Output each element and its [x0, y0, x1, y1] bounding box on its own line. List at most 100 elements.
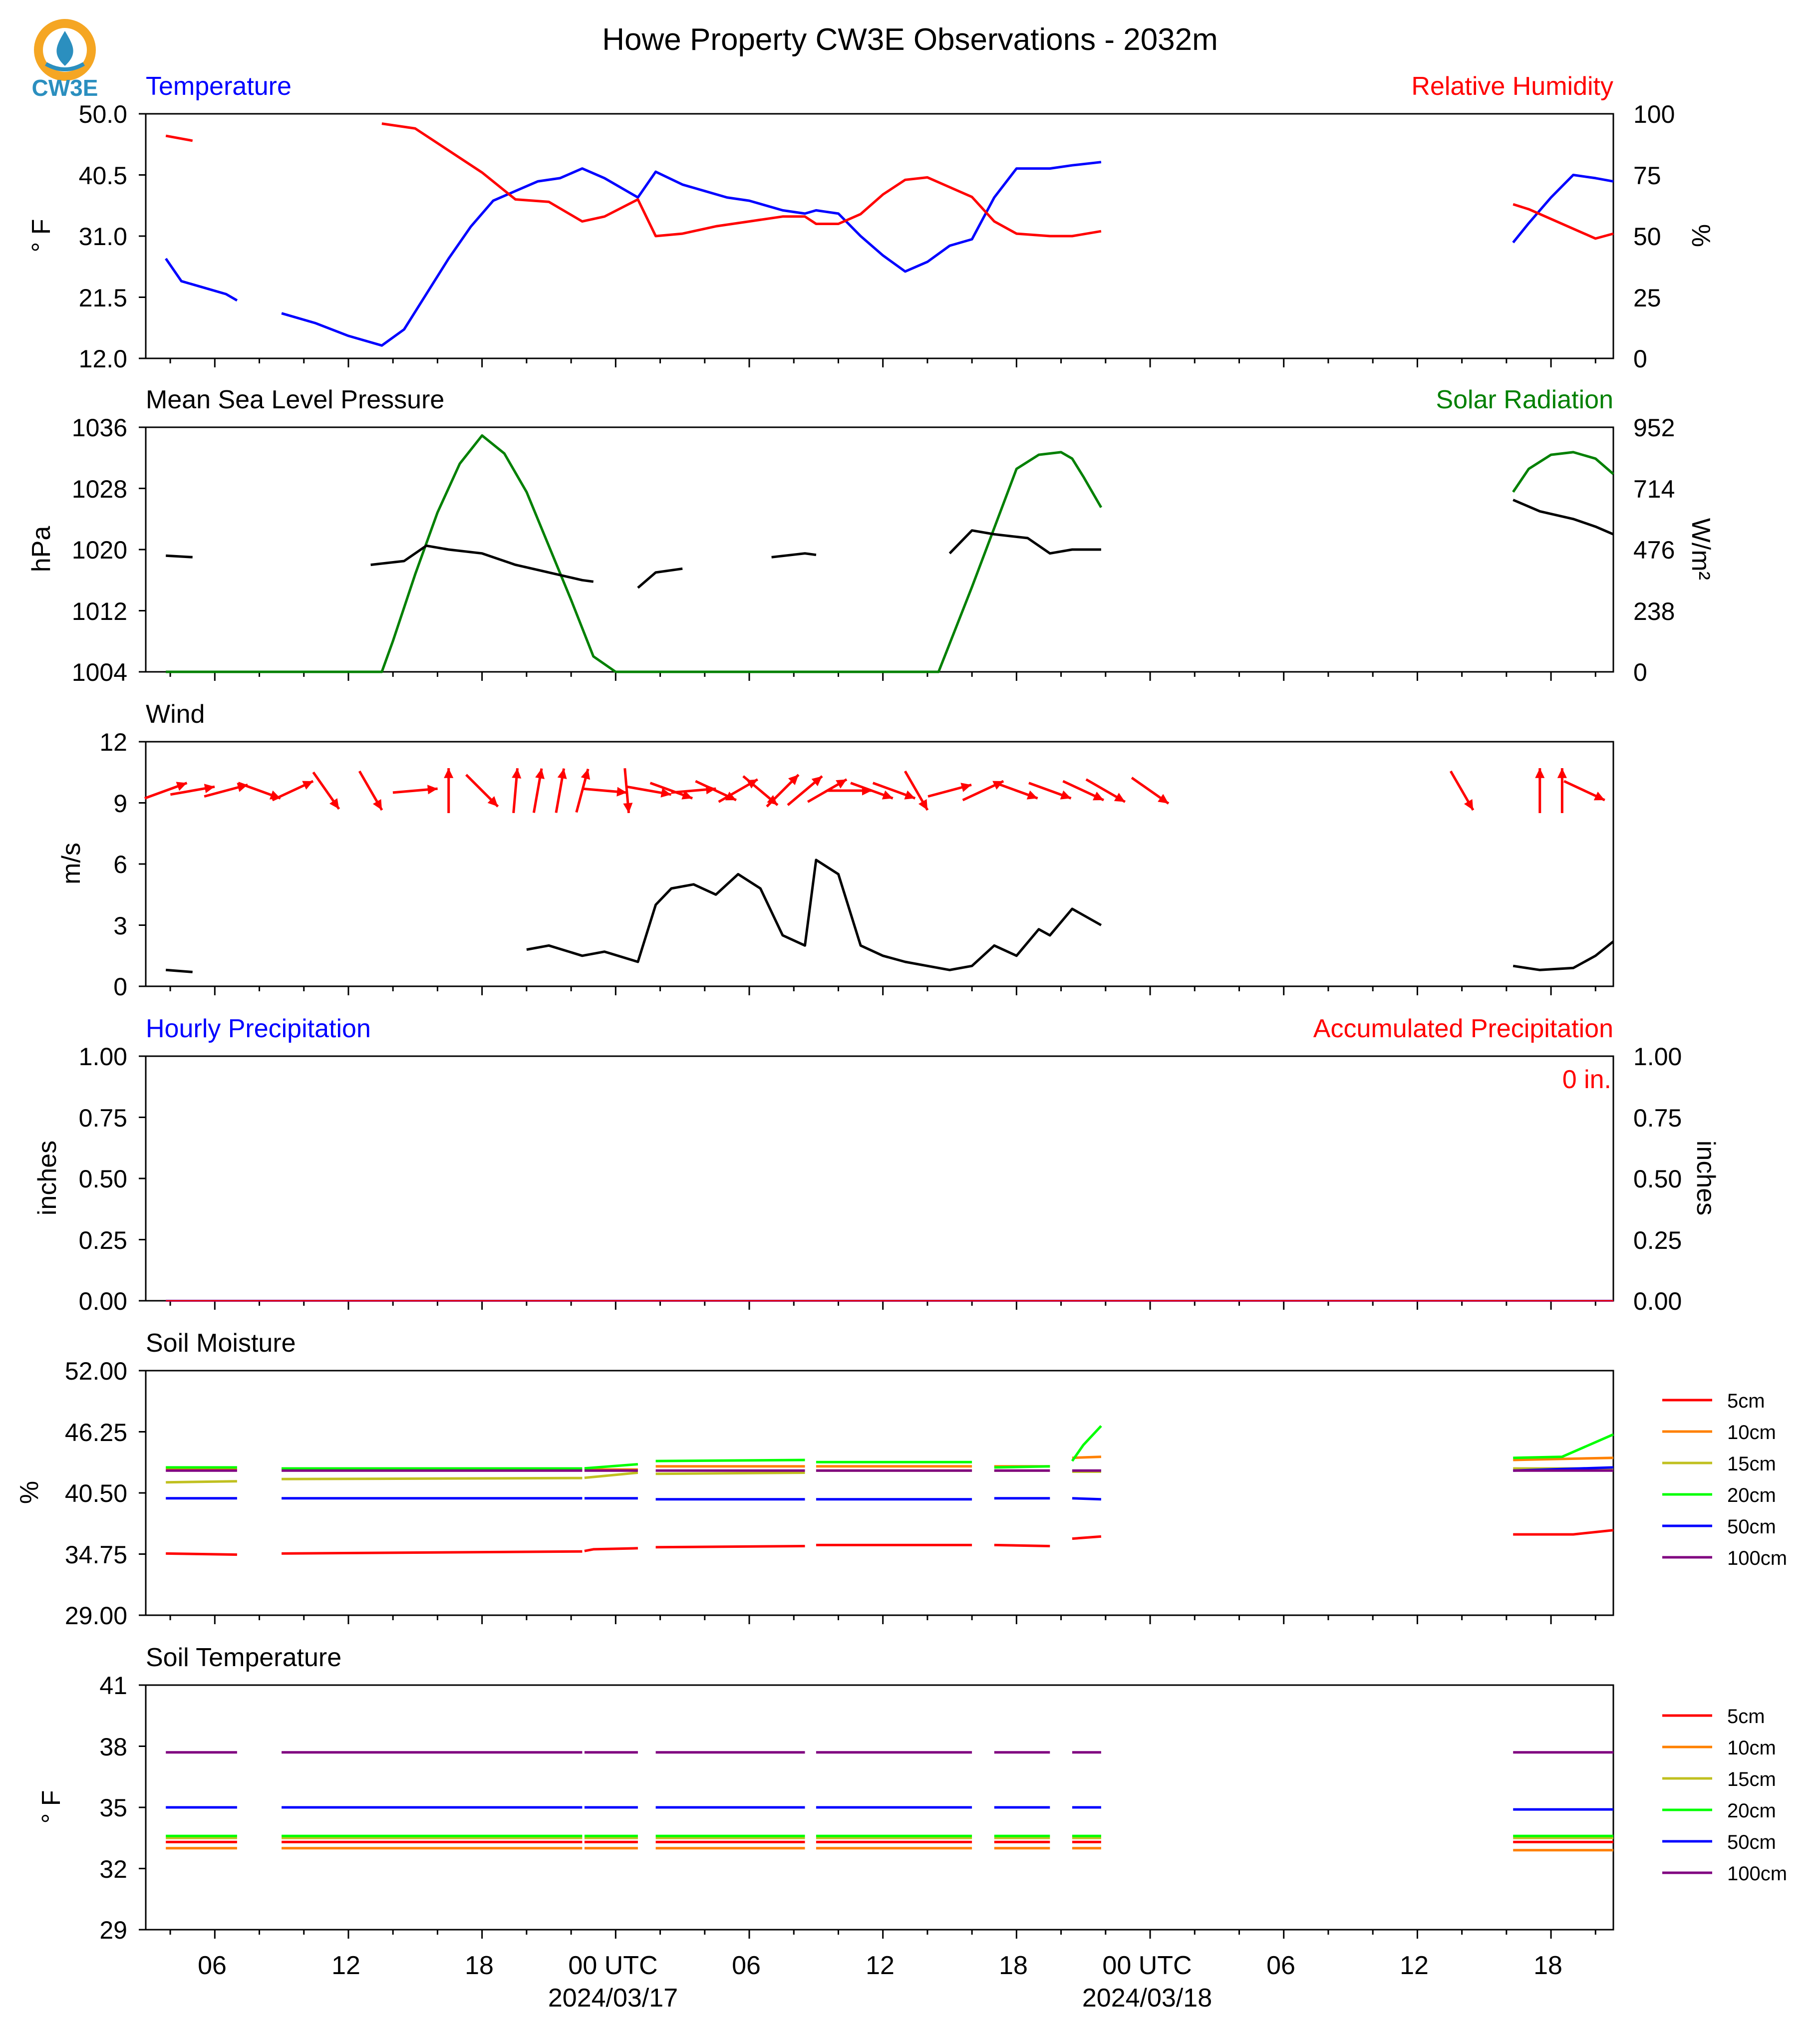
y2-tick-label: 714: [1633, 475, 1675, 503]
humidity-line: [165, 134, 193, 142]
y-tick-label: 1004: [72, 658, 127, 686]
humidity-line: [1513, 203, 1614, 240]
y-tick-label: 40.50: [65, 1479, 127, 1507]
soil-moisture-tick-labels: 52.00 46.25 40.50 34.75 29.00: [65, 1357, 127, 1630]
soil-temp-tick-labels: 41 38 35 32 29: [99, 1672, 127, 1944]
soil-5cm-line: [994, 1543, 1050, 1547]
wind-arrow-head: [487, 796, 498, 807]
wind-arrow-head: [904, 790, 915, 800]
humidity-line: [381, 122, 1102, 238]
soil-15cm-line: [584, 1471, 638, 1479]
x-tick-label: 00 UTC: [1102, 1951, 1192, 1980]
x-tick-label: 18: [1533, 1951, 1562, 1980]
wind-speed-line: [526, 859, 1102, 971]
y-tick-label: 3: [113, 912, 127, 940]
temperature-ylabel: ° F: [27, 219, 56, 252]
pressure-line: [166, 554, 193, 559]
plot-frame: [145, 426, 1614, 673]
wind-arrow-head: [1092, 791, 1104, 801]
legend-label: 15cm: [1727, 1768, 1776, 1790]
legend-label: 50cm: [1727, 1831, 1776, 1853]
soil-temp-legend: 5cm 10cm 15cm 20cm 50cm 100cm: [1662, 1706, 1787, 1885]
accum-precip-title: Accumulated Precipitation: [1313, 1014, 1613, 1043]
accum-precip-tick-labels: 1.00 0.75 0.50 0.25 0.00: [1633, 1043, 1682, 1315]
hourly-precip-tick-labels: 1.00 0.75 0.50 0.25 0.00: [79, 1043, 127, 1315]
pressure-line: [637, 567, 683, 589]
y-tick-label: 1036: [72, 414, 127, 442]
soil-moisture-title: Soil Moisture: [146, 1329, 296, 1358]
legend-label: 100cm: [1727, 1547, 1787, 1569]
panel-soil-temperature: Soil Temperature ° F 41 38 35 32 29 5cm …: [37, 1643, 1787, 1944]
temperature-title: Temperature: [146, 72, 292, 101]
legend-label: 5cm: [1727, 1706, 1765, 1728]
humidity-title: Relative Humidity: [1411, 72, 1613, 101]
y2-tick-label: 0.75: [1633, 1104, 1682, 1132]
legend-label: 5cm: [1727, 1390, 1765, 1412]
wind-ylabel: m/s: [57, 843, 86, 884]
legend-label: 15cm: [1727, 1453, 1776, 1475]
wind-arrow-head: [1060, 790, 1071, 800]
plot-frame: [145, 1055, 1614, 1302]
soil-5cm-line: [655, 1545, 805, 1549]
wind-speed-line: [1513, 940, 1614, 971]
x-axis-labels: 06 12 18 00 UTC 06 12 18 00 UTC 06 12 18…: [198, 1951, 1562, 2013]
legend-label: 100cm: [1727, 1863, 1787, 1885]
y2-tick-label: 0.25: [1633, 1226, 1682, 1254]
soil-50cm-line: [1072, 1497, 1101, 1501]
logo-text: CW3E: [32, 75, 98, 101]
wind-arrow-head: [1026, 790, 1038, 800]
y-tick-label: 50.0: [79, 100, 127, 128]
y-tick-label: 0: [113, 973, 127, 1001]
wind-arrow-head: [581, 769, 591, 780]
y-tick-label: 38: [99, 1733, 127, 1761]
legend-label: 20cm: [1727, 1484, 1776, 1506]
panel-wind: Wind m/s 12 9 6 3 0: [57, 700, 1614, 1001]
wind-arrow-head: [882, 790, 893, 800]
y-tick-label: 1.00: [79, 1043, 127, 1071]
pressure-line: [370, 544, 594, 583]
soil-20cm-line: [584, 1463, 638, 1470]
panel-soil-moisture: Soil Moisture % 52.00 46.25 40.50 34.75 …: [15, 1329, 1787, 1630]
x-tick-label: 06: [198, 1951, 227, 1980]
solar-line: [166, 434, 1103, 673]
wind-arrow-head: [918, 799, 928, 810]
wind-arrow-head: [512, 768, 522, 779]
y-tick-label: 21.5: [79, 284, 127, 312]
pressure-tick-labels: 1036 1028 1020 1012 1004: [72, 414, 127, 686]
wind-arrow-head: [1557, 768, 1567, 778]
wind-arrow-head: [557, 768, 567, 779]
wind-arrow-head: [204, 784, 215, 794]
y2-tick-label: 0: [1633, 658, 1647, 686]
pressure-line: [948, 529, 1101, 555]
y2-tick-label: 0.00: [1633, 1287, 1682, 1315]
wind-arrow-head: [1464, 799, 1474, 810]
soil-20cm-line: [994, 1465, 1050, 1469]
y-tick-label: 32: [99, 1855, 127, 1883]
y-tick-label: 6: [113, 851, 127, 878]
wind-arrow-head: [176, 782, 187, 791]
pressure-title: Mean Sea Level Pressure: [146, 385, 444, 414]
accum-precip-ylabel: inches: [1691, 1141, 1720, 1215]
soil-10cm-line: [1513, 1456, 1614, 1461]
pressure-line: [1513, 499, 1614, 536]
pressure-line: [771, 552, 817, 559]
x-tick-label: 00 UTC: [568, 1951, 657, 1980]
y-tick-label: 0.25: [79, 1226, 127, 1254]
wind-arrow-head: [1114, 793, 1125, 802]
date-label: 2024/03/17: [548, 1984, 678, 2013]
y-tick-label: 12: [99, 728, 127, 756]
legend-label: 50cm: [1727, 1516, 1776, 1538]
y-tick-label: 35: [99, 1794, 127, 1822]
x-tick-label: 06: [732, 1951, 761, 1980]
soil-20cm-line: [655, 1458, 805, 1462]
soil-15cm-line: [282, 1476, 583, 1480]
wind-arrow-head: [1593, 791, 1605, 801]
y2-tick-label: 100: [1633, 100, 1675, 128]
y2-tick-label: 0: [1633, 345, 1647, 373]
wind-arrow-head: [427, 785, 438, 795]
panel-temperature-humidity: Temperature Relative Humidity ° F % 50.0…: [27, 72, 1715, 373]
y2-tick-label: 476: [1633, 536, 1675, 564]
x-tick-label: 18: [999, 1951, 1028, 1980]
humidity-tick-labels: 100 75 50 25 0: [1633, 100, 1675, 373]
y-tick-label: 1012: [72, 597, 127, 625]
